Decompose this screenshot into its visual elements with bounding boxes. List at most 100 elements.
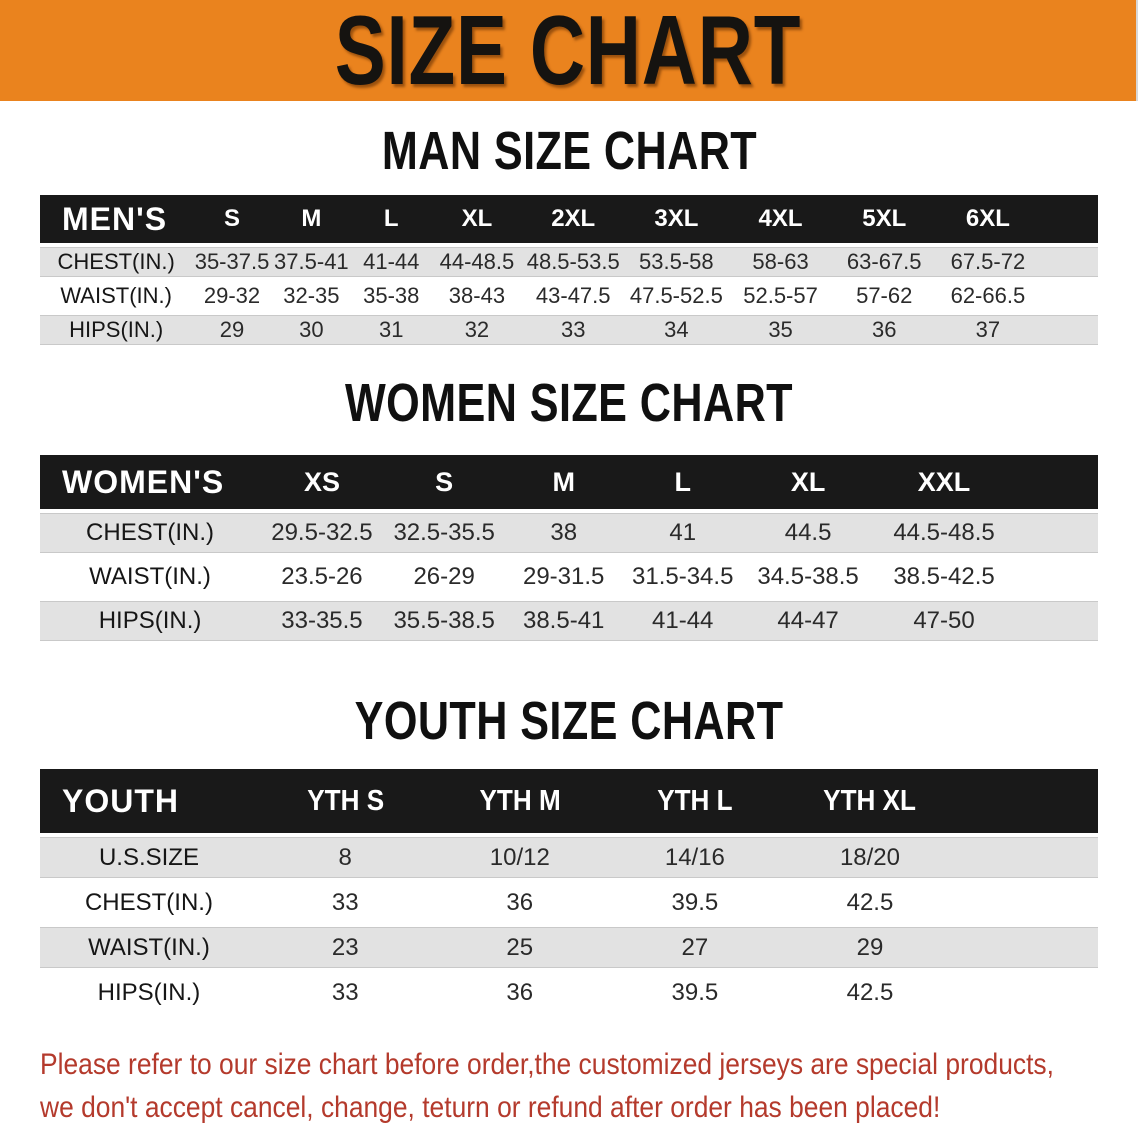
- table-row: CHEST(IN.) 29.5-32.5 32.5-35.5 38 41 44.…: [40, 513, 1098, 553]
- size-value: 33: [257, 882, 433, 923]
- men-size-table: MEN'S S M L XL 2XL 3XL 4XL 5XL 6XL CHEST…: [40, 191, 1098, 349]
- size-value: 53.5-58: [623, 247, 729, 277]
- size-value: 41-44: [622, 601, 743, 641]
- size-value: 29-32: [192, 281, 272, 311]
- spacer-cell: [1014, 557, 1098, 597]
- size-value: 23: [257, 927, 433, 968]
- row-label: WAIST(IN.): [40, 927, 258, 968]
- women-section-heading: WOMEN SIZE CHART: [0, 373, 1138, 433]
- size-value: 43-47.5: [522, 281, 624, 311]
- column-header: 3XL: [623, 195, 729, 243]
- size-value: 32.5-35.5: [383, 513, 505, 553]
- column-header: M: [504, 455, 623, 509]
- size-value: 33: [522, 315, 624, 345]
- column-header: XS: [260, 455, 384, 509]
- men-size-4xl: 4XL: [758, 205, 803, 232]
- column-header: L: [622, 455, 743, 509]
- size-value: 8: [257, 837, 433, 878]
- men-size-5xl: 5XL: [862, 205, 907, 232]
- size-value: 36: [432, 882, 608, 923]
- row-label: CHEST(IN.): [40, 247, 193, 277]
- youth-size-table: YOUTH YTH S YTH M YTH L YTH XL U.S.SIZE …: [40, 765, 1098, 1017]
- spacer-cell: [957, 882, 1098, 923]
- size-value: 48.5-53.5: [522, 247, 624, 277]
- women-size-s: S: [435, 466, 454, 497]
- size-value: 18/20: [782, 837, 958, 878]
- men-size-2xl: 2XL: [551, 205, 596, 232]
- column-header: S: [192, 195, 272, 243]
- column-header: XL: [431, 195, 523, 243]
- column-header: YTH S: [257, 769, 433, 833]
- column-header: M: [271, 195, 352, 243]
- disclaimer-line-2: we don't accept cancel, change, teturn o…: [40, 1091, 941, 1124]
- row-label: CHEST(IN.): [40, 882, 258, 923]
- row-label: HIPS(IN.): [40, 315, 193, 345]
- size-value: 32-35: [271, 281, 352, 311]
- column-header: YTH M: [432, 769, 608, 833]
- size-value: 44-48.5: [431, 247, 523, 277]
- size-value: 33: [257, 972, 433, 1013]
- youth-header-row: YOUTH YTH S YTH M YTH L YTH XL: [40, 769, 1098, 833]
- women-group-label: WOMEN'S: [62, 463, 225, 500]
- size-value: 38: [504, 513, 623, 553]
- size-value: 42.5: [782, 882, 958, 923]
- column-header: YTH L: [607, 769, 783, 833]
- size-value: 35.5-38.5: [383, 601, 505, 641]
- spacer-cell: [1039, 247, 1098, 277]
- women-size-xs: XS: [303, 466, 340, 497]
- spacer-cell: [957, 972, 1098, 1013]
- row-label: HIPS(IN.): [40, 972, 258, 1013]
- size-value: 39.5: [607, 882, 783, 923]
- women-heading-text: WOMEN SIZE CHART: [344, 373, 793, 433]
- size-value: 23.5-26: [260, 557, 384, 597]
- column-header: YTH XL: [782, 769, 958, 833]
- table-row: CHEST(IN.) 33 36 39.5 42.5: [40, 882, 1098, 923]
- row-label: WAIST(IN.): [40, 557, 261, 597]
- size-value: 41: [622, 513, 743, 553]
- size-value: 63-67.5: [832, 247, 937, 277]
- men-size-s: S: [224, 205, 241, 232]
- size-value: 52.5-57: [728, 281, 833, 311]
- disclaimer-line-1: Please refer to our size chart before or…: [40, 1048, 1054, 1081]
- spacer-cell: [1039, 195, 1098, 243]
- size-value: 38.5-41: [504, 601, 623, 641]
- youth-group-cell: YOUTH: [40, 769, 258, 833]
- men-size-6xl: 6XL: [965, 205, 1010, 232]
- men-size-xl: XL: [461, 205, 493, 232]
- spacer-cell: [1014, 601, 1098, 641]
- size-value: 29: [192, 315, 272, 345]
- size-value: 39.5: [607, 972, 783, 1013]
- youth-size-s: YTH S: [306, 784, 384, 817]
- men-size-l: L: [383, 205, 399, 232]
- size-value: 26-29: [383, 557, 505, 597]
- size-value: 32: [431, 315, 523, 345]
- table-row: HIPS(IN.) 29 30 31 32 33 34 35 36 37: [40, 315, 1098, 345]
- size-value: 33-35.5: [260, 601, 384, 641]
- size-value: 30: [271, 315, 352, 345]
- table-row: CHEST(IN.) 35-37.5 37.5-41 41-44 44-48.5…: [40, 247, 1098, 277]
- women-size-xxl: XXL: [917, 466, 971, 497]
- size-value: 34.5-38.5: [742, 557, 874, 597]
- men-size-m: M: [301, 205, 322, 232]
- table-row: WAIST(IN.) 29-32 32-35 35-38 38-43 43-47…: [40, 281, 1098, 311]
- size-value: 29-31.5: [504, 557, 623, 597]
- size-value: 38-43: [431, 281, 523, 311]
- size-value: 41-44: [351, 247, 432, 277]
- table-row: WAIST(IN.) 23.5-26 26-29 29-31.5 31.5-34…: [40, 557, 1098, 597]
- size-value: 47-50: [873, 601, 1015, 641]
- men-size-3xl: 3XL: [654, 205, 699, 232]
- row-label: U.S.SIZE: [40, 837, 258, 878]
- column-header: L: [351, 195, 432, 243]
- column-header: 4XL: [728, 195, 833, 243]
- spacer-cell: [1014, 513, 1098, 553]
- men-group-label: MEN'S: [62, 200, 168, 237]
- spacer-cell: [957, 769, 1098, 833]
- size-value: 31.5-34.5: [622, 557, 743, 597]
- banner: SIZE CHART: [0, 0, 1138, 101]
- youth-size-xl: YTH XL: [823, 784, 917, 817]
- size-value: 44-47: [742, 601, 874, 641]
- size-value: 37.5-41: [271, 247, 352, 277]
- size-value: 67.5-72: [936, 247, 1040, 277]
- column-header: XXL: [873, 455, 1015, 509]
- row-label: CHEST(IN.): [40, 513, 261, 553]
